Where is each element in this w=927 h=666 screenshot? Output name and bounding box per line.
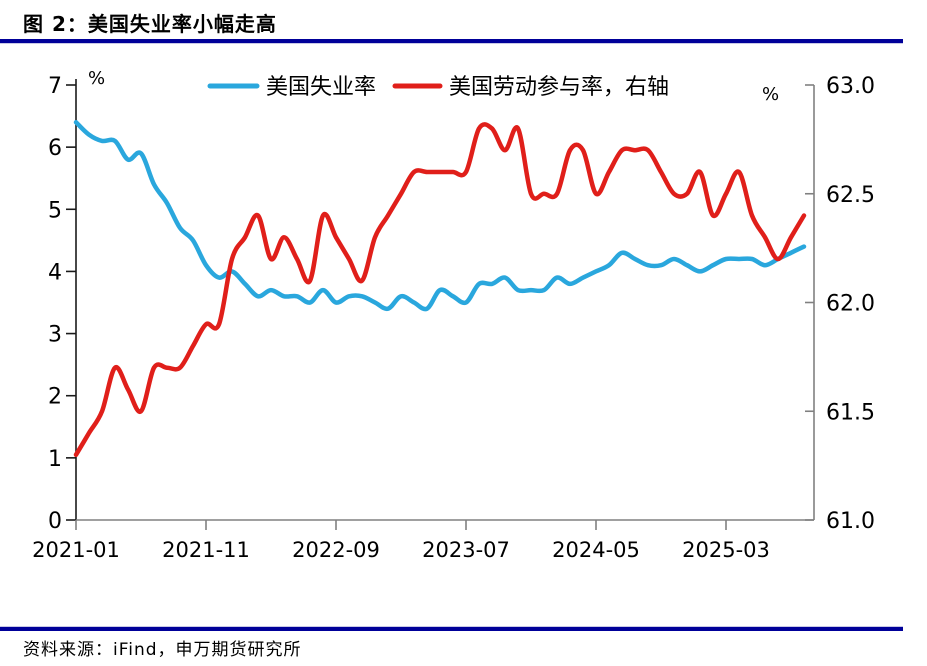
legend-label-0: 美国失业率 (266, 75, 376, 100)
x-axis-tick-label: 2024-05 (552, 538, 640, 562)
source-note: 资料来源：iFind，申万期货研究所 (23, 640, 302, 660)
x-axis-tick-label: 2023-07 (422, 538, 510, 562)
right-axis-tick-label: 61.0 (826, 509, 875, 534)
left-axis-tick-label: 6 (48, 136, 62, 161)
right-axis-tick-label: 61.5 (826, 400, 875, 425)
bottom-divider (0, 626, 903, 631)
legend-label-1: 美国劳动参与率，右轴 (449, 75, 669, 100)
left-axis-tick-label: 3 (48, 323, 62, 348)
top-divider (0, 39, 903, 44)
left-axis-tick-label: 4 (48, 260, 62, 285)
left-axis-tick-label: 0 (48, 509, 62, 534)
x-axis-tick-label: 2022-09 (292, 538, 380, 562)
x-axis-tick-label: 2021-01 (32, 538, 120, 562)
right-axis-unit-label: % (762, 84, 779, 105)
right-axis-tick-label: 62.5 (826, 183, 875, 208)
series-line-0 (73, 120, 807, 312)
right-axis-tick-label: 62.0 (826, 292, 875, 317)
left-axis-unit-label: % (88, 68, 105, 89)
x-axis-tick-label: 2025-03 (682, 538, 770, 562)
x-axis-tick-label: 2021-11 (162, 538, 250, 562)
series-line-1 (73, 122, 807, 458)
left-axis-tick-label: 2 (48, 385, 62, 410)
left-axis-tick-label: 5 (48, 198, 62, 223)
right-axis-tick-label: 63.0 (826, 74, 875, 99)
left-axis-tick-label: 1 (48, 447, 62, 472)
figure-title: 图 2：美国失业率小幅走高 (23, 12, 277, 36)
left-axis-tick-label: 7 (48, 74, 62, 99)
